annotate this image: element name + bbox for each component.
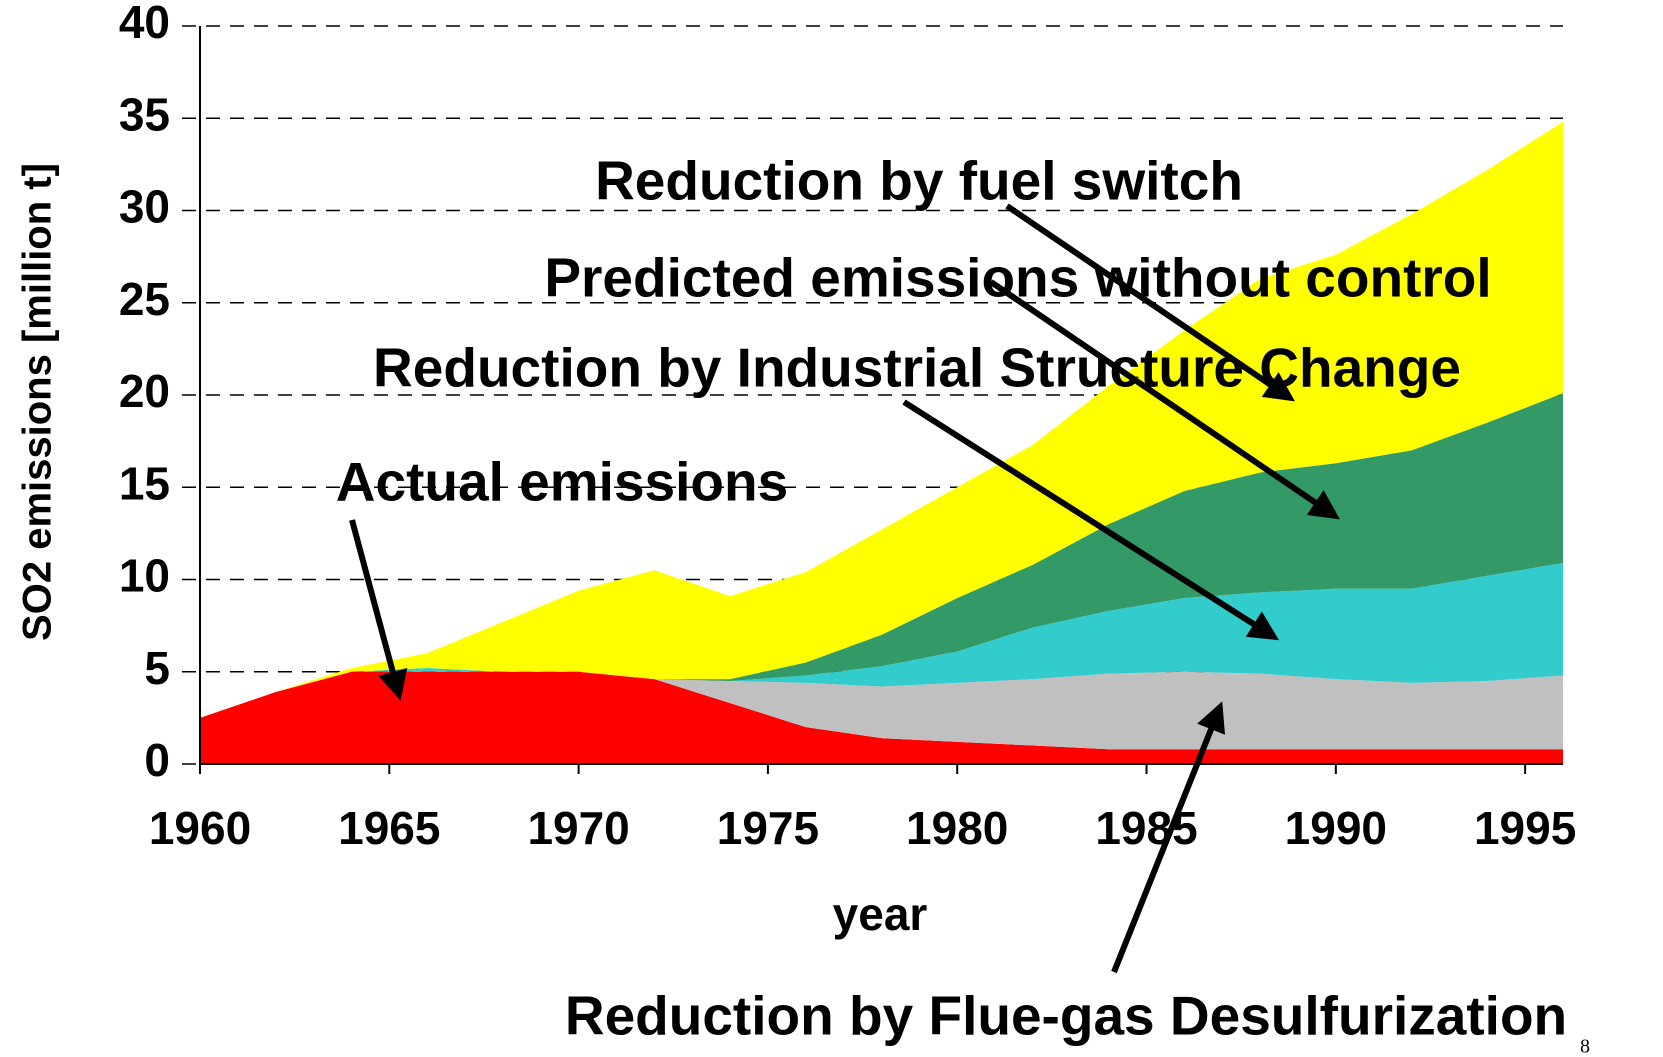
arrow — [1111, 701, 1226, 974]
x-tick-label: 1970 — [527, 802, 629, 854]
y-tick-label: 30 — [119, 181, 170, 233]
x-tick-label: 1990 — [1285, 802, 1387, 854]
arrow — [349, 519, 408, 701]
y-axis-title: SO2 emissions [million t] — [16, 163, 60, 641]
y-tick-label: 15 — [119, 457, 170, 509]
area — [200, 393, 1563, 718]
x-tick-label: 1965 — [338, 802, 440, 854]
annotation: Reduction by Flue-gas Desulfurization — [565, 985, 1567, 1047]
y-tick-label: 35 — [119, 88, 170, 140]
areas — [200, 121, 1563, 764]
x-tick-label: 1985 — [1095, 802, 1197, 854]
y-tick-label: 5 — [144, 642, 170, 694]
area — [200, 121, 1563, 718]
y-tick-label: 20 — [119, 365, 170, 417]
annotation: Actual emissions — [336, 451, 788, 513]
x-tick-label: 1975 — [717, 802, 819, 854]
y-tick-label: 0 — [144, 734, 170, 786]
x-tick-label: 1995 — [1474, 802, 1576, 854]
y-tick-label: 10 — [119, 550, 170, 602]
y-tick-label: 40 — [119, 0, 170, 48]
axes: 0 5 10 15 20 25 30 35 40 1960 1965 1970 1975 1980 1985… — [119, 0, 1576, 854]
y-tick-label: 25 — [119, 273, 170, 325]
arrow — [902, 399, 1280, 641]
x-tick-label: 1980 — [906, 802, 1008, 854]
page-number: 8 — [1580, 1036, 1590, 1057]
annotation: Reduction by fuel switch — [595, 150, 1243, 212]
x-tick-label: 1960 — [149, 802, 251, 854]
annotation: Reduction by Industrial Structure Change — [373, 337, 1461, 399]
arrow — [989, 279, 1340, 520]
arrow — [1005, 203, 1295, 402]
area — [200, 671, 1563, 764]
x-axis-title: year — [833, 888, 928, 940]
